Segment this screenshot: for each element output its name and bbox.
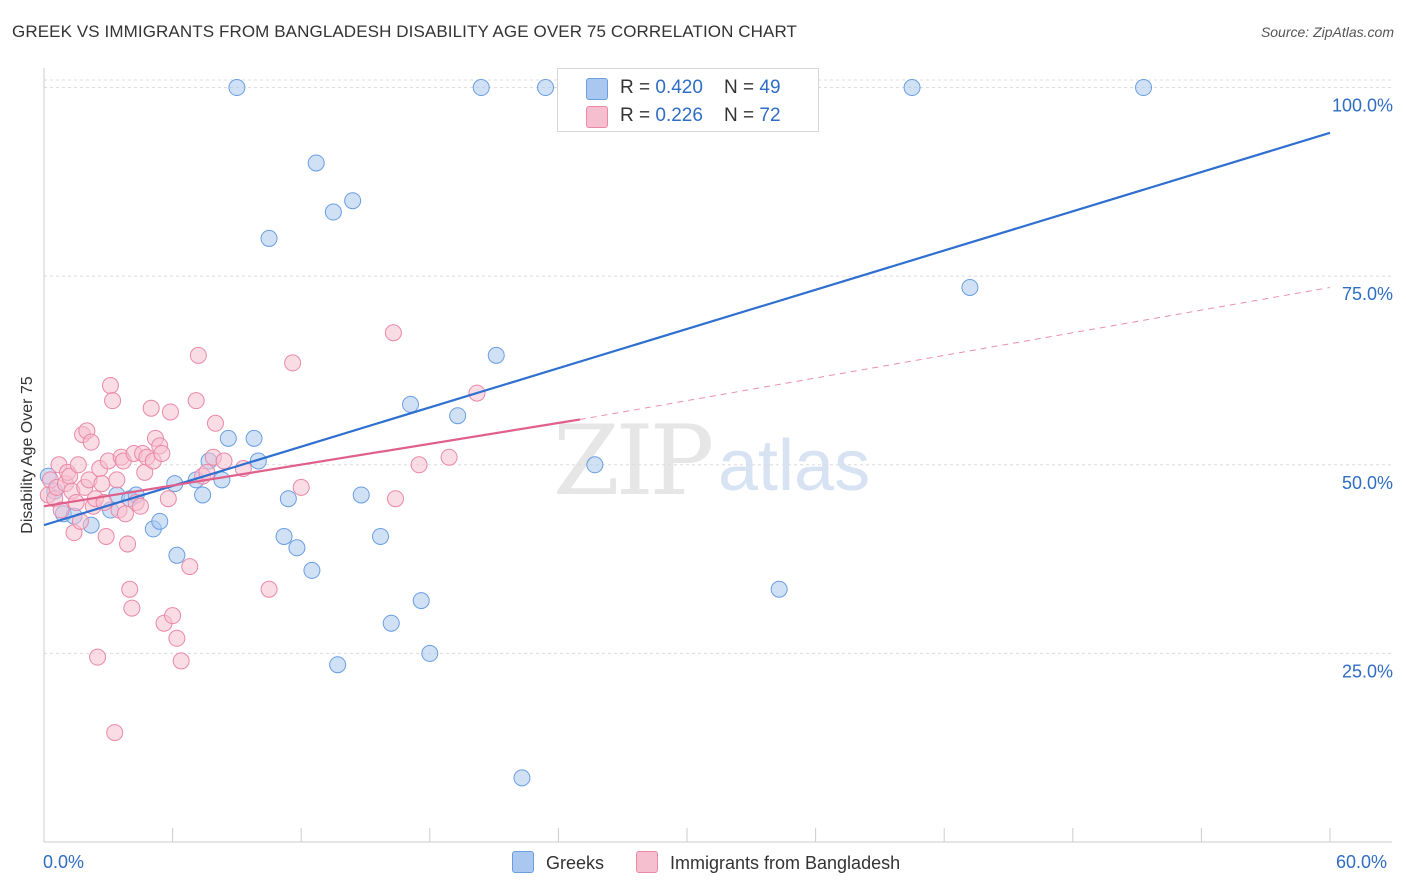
correlation-legend: R = 0.420 N = 49 R = 0.226 N = 72 [557,68,819,132]
point-bangladesh-48 [153,444,171,462]
point-greeks-21 [260,229,278,247]
point-bangladesh-52 [164,607,182,625]
point-bangladesh-12 [69,456,87,474]
bangladesh-swatch [636,851,658,873]
legend-n-value-greeks: 49 [759,77,781,98]
y-tick-label-2: 75.0% [1342,284,1393,304]
point-greeks-30 [352,486,370,504]
point-greeks-44 [903,79,921,97]
legend-n-value-bangladesh: 72 [759,105,781,126]
point-greeks-34 [412,592,430,610]
point-bangladesh-51 [161,403,179,421]
chart-title: GREEK VS IMMIGRANTS FROM BANGLADESH DISA… [12,22,798,41]
point-bangladesh-44 [142,399,160,417]
y-tick-label-1: 50.0% [1342,473,1393,493]
point-greeks-28 [329,656,347,674]
point-greeks-24 [288,539,306,557]
point-bangladesh-50 [159,490,177,508]
point-greeks-20 [249,452,267,470]
point-greeks-40 [537,79,555,97]
bottom-legend-label-bangladesh: Immigrants from Bangladesh [670,853,901,873]
watermark-atlas: atlas [718,426,871,506]
y-tick-label-3: 100.0% [1332,96,1393,116]
legend-r-value-greeks: 0.420 [655,77,703,98]
point-greeks-14 [194,486,212,504]
point-bangladesh-54 [172,652,190,670]
x-tick-label-max: 60.0% [1336,852,1388,872]
point-bangladesh-64 [260,580,278,598]
point-greeks-46 [1135,79,1153,97]
point-bangladesh-69 [440,448,458,466]
point-greeks-37 [472,79,490,97]
point-greeks-45 [961,278,979,296]
point-greeks-36 [449,407,467,425]
bottom-legend-label-greeks: Greeks [546,853,605,873]
point-greeks-25 [303,561,321,579]
point-bangladesh-23 [93,475,111,493]
point-bangladesh-5 [52,501,70,519]
point-bangladesh-67 [387,490,405,508]
trendline-bangladesh-extension [579,286,1331,420]
y-axis-label: Disability Age Over 75 [19,376,36,534]
legend-r-value-bangladesh: 0.226 [655,105,703,126]
point-bangladesh-27 [101,377,119,395]
point-bangladesh-71 [292,478,310,496]
point-bangladesh-53 [168,629,186,647]
point-bangladesh-66 [384,324,402,342]
point-greeks-32 [382,614,400,632]
greeks-swatch [586,78,608,100]
point-greeks-10 [151,512,169,530]
point-greeks-17 [219,429,237,447]
point-bangladesh-30 [108,471,126,489]
y-tick-label-0: 25.0% [1342,661,1393,681]
point-bangladesh-56 [187,392,205,410]
trendline-bangladesh [43,418,581,508]
point-bangladesh-62 [215,452,233,470]
point-greeks-38 [487,346,505,364]
x-tick-label-min: 0.0% [43,852,85,872]
legend-r-label: R = [620,77,656,98]
source-label: Source: ZipAtlas.com [1260,24,1394,40]
greeks-swatch [512,851,534,873]
point-bangladesh-40 [131,497,149,515]
point-greeks-22 [275,527,293,545]
point-bangladesh-61 [206,414,224,432]
point-greeks-26 [307,154,325,172]
trendline-greeks [43,131,1331,527]
point-greeks-43 [770,580,788,598]
point-bangladesh-21 [89,648,107,666]
point-greeks-35 [421,644,439,662]
point-greeks-16 [213,471,231,489]
legend-r-label: R = [620,105,656,126]
point-bangladesh-25 [97,527,115,545]
point-greeks-42 [586,456,604,474]
point-bangladesh-55 [181,558,199,576]
point-greeks-33 [402,395,420,413]
point-greeks-18 [228,79,246,97]
point-greeks-31 [372,527,390,545]
point-bangladesh-65 [284,354,302,372]
point-bangladesh-34 [116,505,134,523]
point-bangladesh-36 [121,580,139,598]
point-bangladesh-35 [119,535,137,553]
point-greeks-27 [324,203,342,221]
point-bangladesh-57 [189,346,207,364]
bangladesh-swatch [586,106,608,128]
point-bangladesh-68 [410,456,428,474]
point-bangladesh-18 [82,433,100,451]
point-greeks-39 [513,769,531,787]
point-bangladesh-29 [106,724,124,742]
bottom-legend-bangladesh: Immigrants from Bangladesh [636,851,900,874]
point-greeks-23 [279,490,297,508]
bottom-legend-greeks: Greeks [512,851,604,874]
point-greeks-29 [344,192,362,210]
legend-n-label: N = [724,105,760,126]
point-bangladesh-37 [123,599,141,617]
point-greeks-19 [245,429,263,447]
watermark-zip: ZIP [553,405,714,517]
legend-n-label: N = [724,77,760,98]
point-greeks-12 [168,546,186,564]
point-bangladesh-28 [104,392,122,410]
